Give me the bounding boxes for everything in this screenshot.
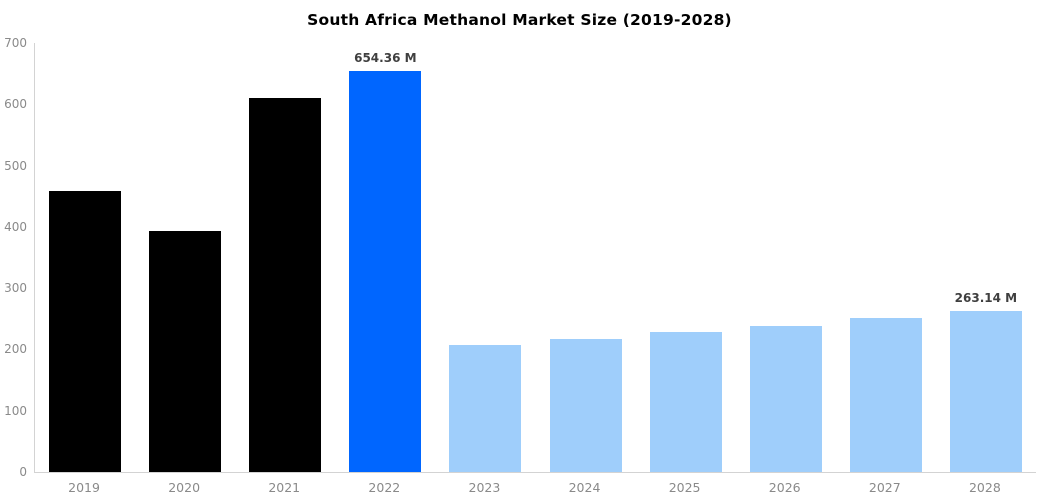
bar-2024 xyxy=(549,339,622,472)
bar-2027 xyxy=(849,318,922,472)
bar-2019 xyxy=(49,191,122,472)
bar-slot-2022: 654.36 M xyxy=(335,43,435,472)
bar-2022 xyxy=(349,71,422,472)
bar-slot-2024 xyxy=(535,43,635,472)
x-tick-label: 2025 xyxy=(668,480,701,495)
chart-title: South Africa Methanol Market Size (2019-… xyxy=(307,11,732,29)
x-tick-label: 2022 xyxy=(368,480,401,495)
bar-2028 xyxy=(949,310,1022,472)
x-tick-label: 2026 xyxy=(768,480,801,495)
y-tick-label: 600 xyxy=(4,97,27,112)
x-tick-label: 2019 xyxy=(68,480,100,495)
bar-slot-2021 xyxy=(235,43,335,472)
y-tick-label: 0 xyxy=(19,465,27,479)
x-tick-label: 2028 xyxy=(968,480,1001,495)
y-tick-label: 700 xyxy=(4,36,27,50)
x-tick-label: 2020 xyxy=(168,480,201,495)
bar-slot-2027 xyxy=(836,43,936,472)
y-tick-label: 100 xyxy=(4,403,27,418)
x-tick-label: 2023 xyxy=(468,480,501,495)
bar-2026 xyxy=(749,325,822,472)
x-tick-label: 2024 xyxy=(568,480,601,495)
bar-2021 xyxy=(249,98,322,472)
plot-area: 654.36 M 263.14 M xyxy=(34,43,1036,473)
x-axis: 2019 2020 2021 2022 2023 2024 2025 2026 2027 2028 xyxy=(34,480,1035,495)
y-tick-label: 200 xyxy=(4,342,27,357)
y-tick-label: 300 xyxy=(4,281,27,296)
bar-value-label: 263.14 M xyxy=(954,290,1018,305)
bar-2023 xyxy=(449,345,522,472)
bar-2020 xyxy=(149,231,222,472)
x-tick-label: 2027 xyxy=(868,480,901,495)
bar-slot-2023 xyxy=(435,43,535,472)
bar-slot-2020 xyxy=(135,43,235,472)
bar-slot-2026 xyxy=(736,43,836,472)
bar-2025 xyxy=(649,332,722,472)
x-tick-label: 2021 xyxy=(268,480,301,495)
y-tick-label: 500 xyxy=(4,158,27,173)
bar-slot-2025 xyxy=(636,43,736,472)
bar-value-label: 654.36 M xyxy=(354,50,417,65)
y-tick-label: 400 xyxy=(4,219,27,234)
bar-slot-2019 xyxy=(35,43,135,472)
bar-slot-2028: 263.14 M xyxy=(936,43,1036,472)
